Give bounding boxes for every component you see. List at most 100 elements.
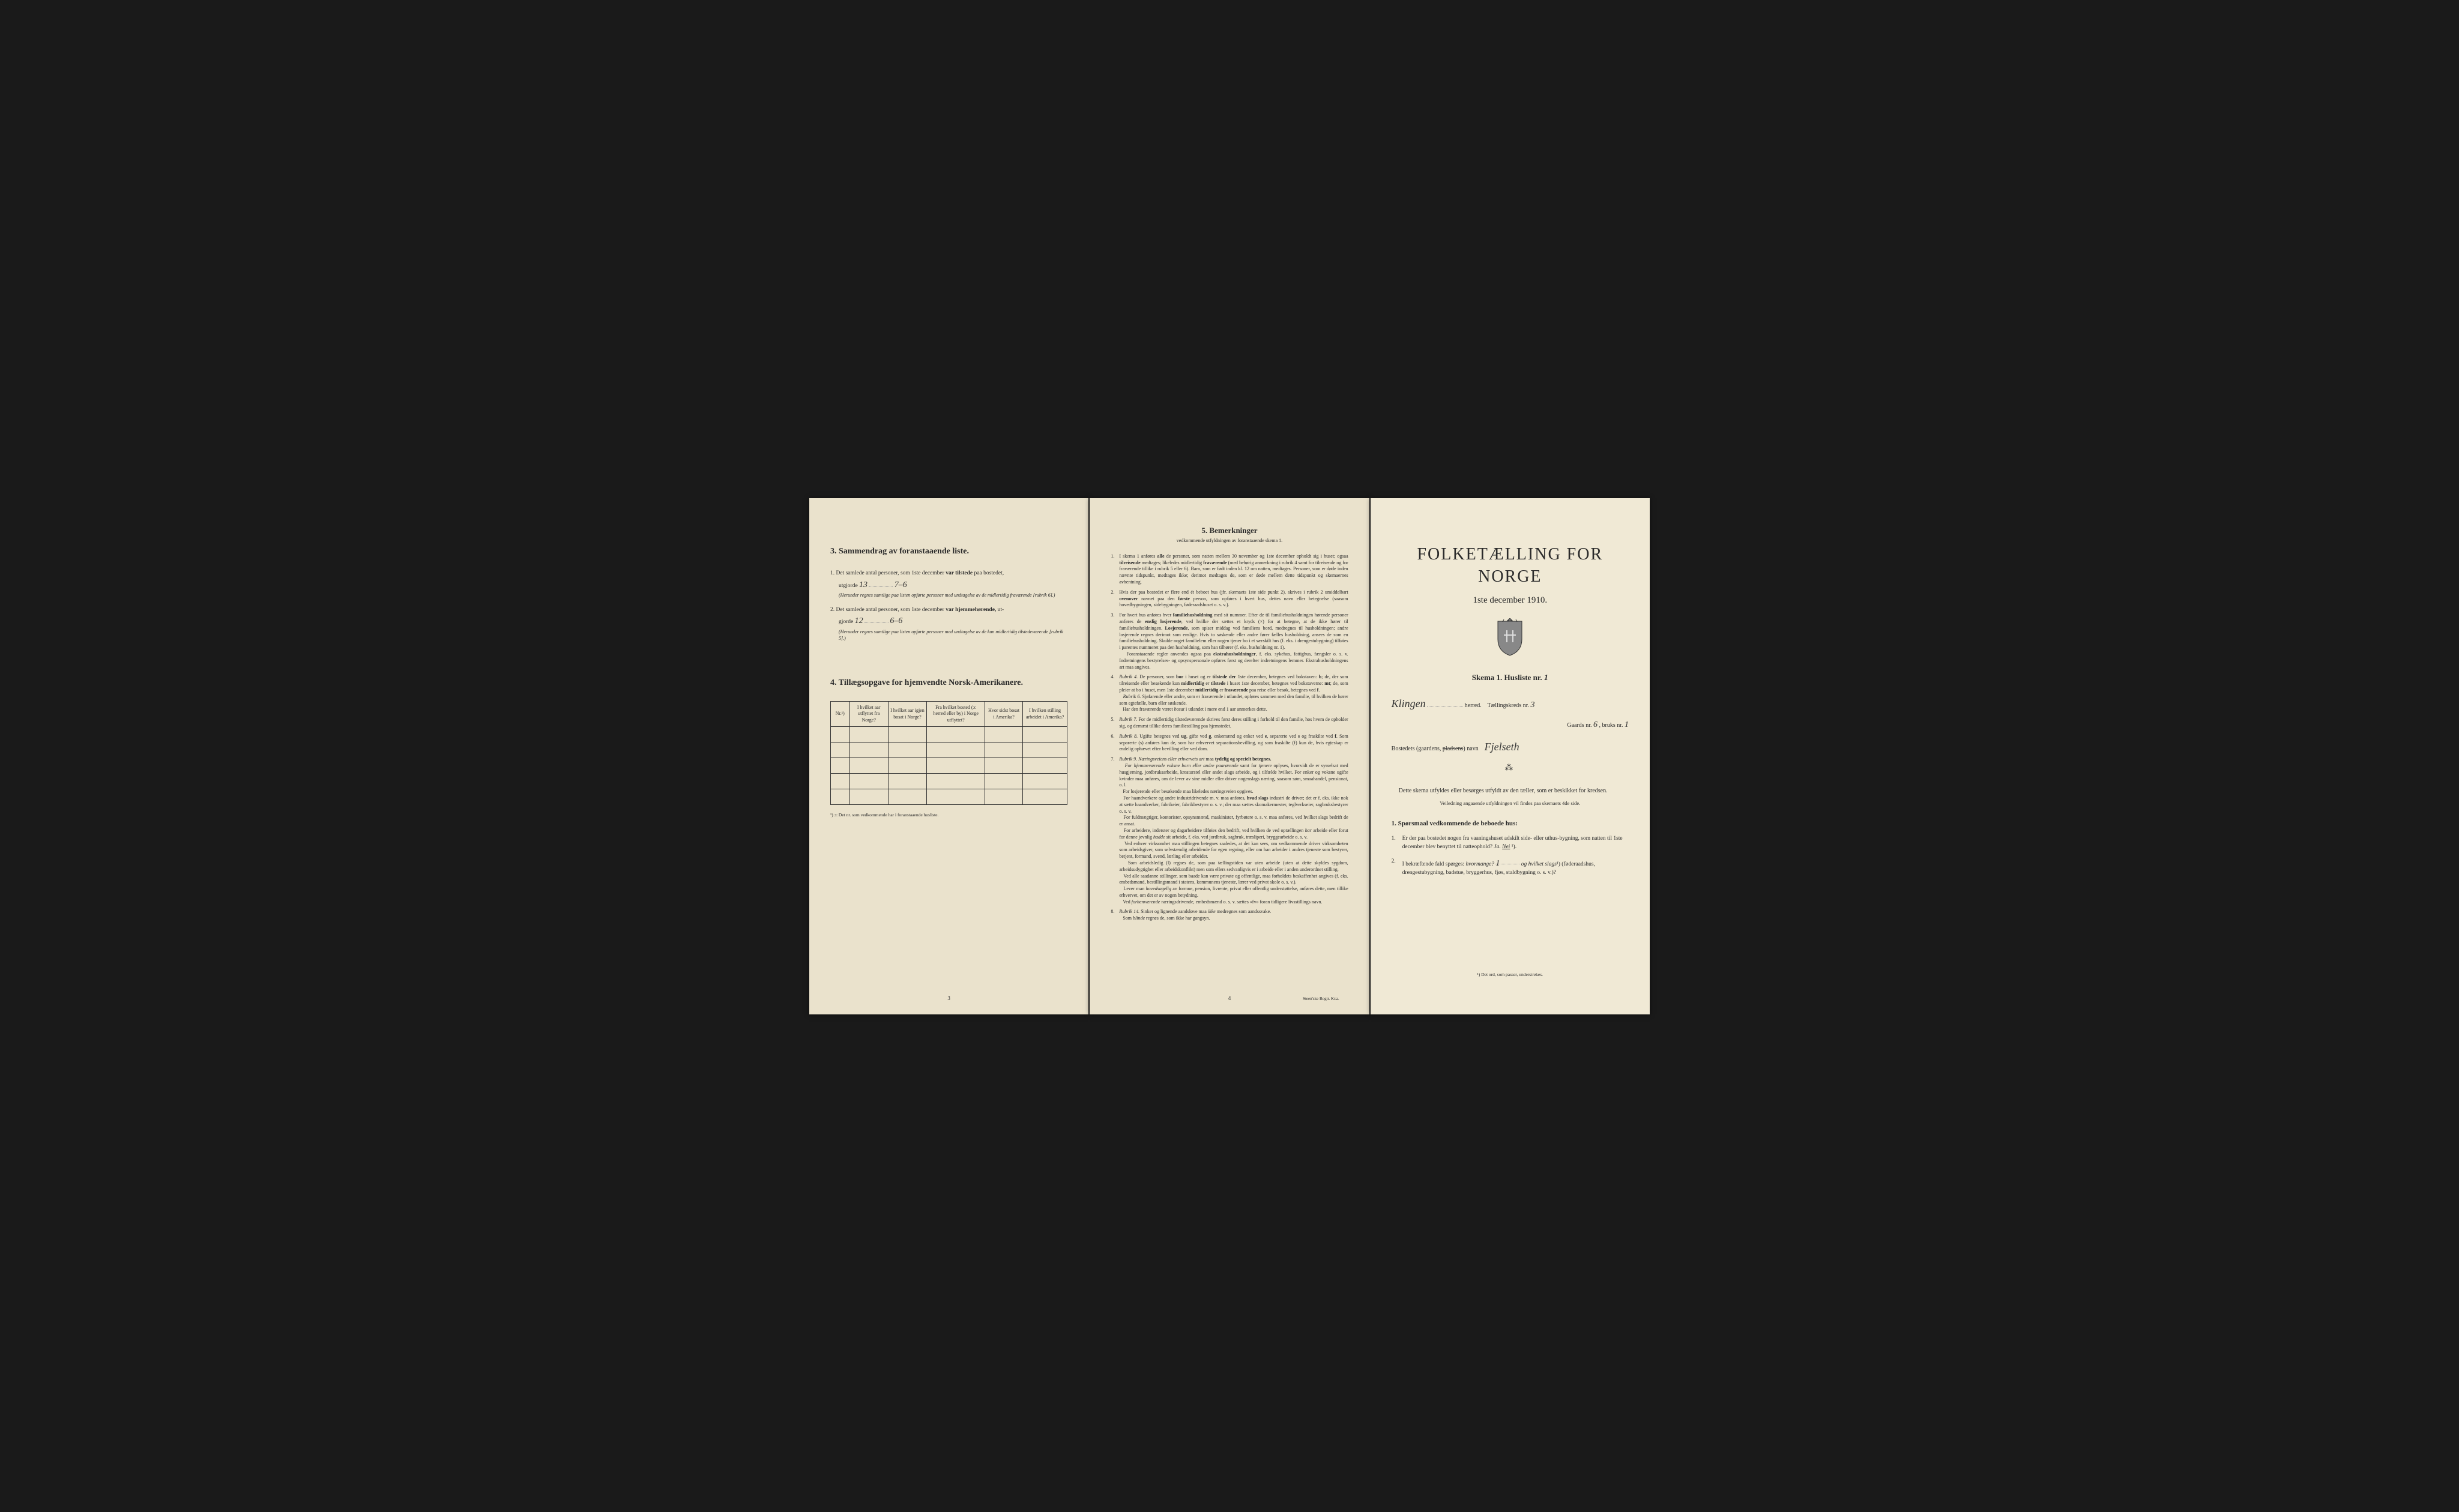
- page-3-summary: 3. Sammendrag av foranstaaende liste. 1.…: [809, 498, 1088, 1014]
- table-cell: [1022, 758, 1067, 774]
- table-cell: [888, 758, 926, 774]
- bosted-suffix: ) navn: [1463, 745, 1478, 752]
- census-title: FOLKETÆLLING FOR NORGE: [1392, 543, 1629, 589]
- section-4-title: 4. Tillægsopgave for hjemvendte Norsk-Am…: [830, 678, 1067, 689]
- table-cell: [1022, 742, 1067, 758]
- table-cell: [888, 742, 926, 758]
- page-4-remarks: 5. Bemerkninger vedkommende utfyldningen…: [1090, 498, 1369, 1014]
- page-title-cover: FOLKETÆLLING FOR NORGE 1ste december 191…: [1371, 498, 1650, 1014]
- question-1: Er der paa bostedet nogen fra vaaningshu…: [1392, 834, 1629, 852]
- table-cell: [1022, 789, 1067, 805]
- page-number: 4: [1228, 995, 1231, 1002]
- table-header: Fra hvilket bosted (ɔ: herred eller by) …: [927, 702, 985, 727]
- summary-1-suffix: paa bostedet,: [974, 570, 1004, 576]
- table-cell: [985, 758, 1023, 774]
- summary-2-val1: 12: [855, 616, 863, 625]
- table-cell: [831, 758, 850, 774]
- table-cell: [1022, 774, 1067, 789]
- skema-label: Skema 1. Husliste nr.: [1472, 673, 1542, 682]
- table-row: [831, 758, 1067, 774]
- table-cell: [831, 742, 850, 758]
- table-cell: [888, 727, 926, 742]
- summary-item-1: 1. Det samlede antal personer, som 1ste …: [830, 569, 1067, 598]
- table-cell: [888, 774, 926, 789]
- gaards-label: Gaards nr.: [1567, 722, 1592, 729]
- remark-item: Hvis der paa bostedet er flere end ét be…: [1111, 589, 1348, 609]
- remark-item: Rubrik 7. For de midlertidig tilstedevær…: [1111, 717, 1348, 730]
- remark-item: Rubrik 9. Næringsveiens eller erhvervets…: [1111, 756, 1348, 905]
- table-footnote: ¹) ɔ: Det nr. som vedkommende har i fora…: [830, 812, 1067, 818]
- summary-1-bold: var tilstede: [946, 570, 973, 576]
- summary-2-note: (Herunder regnes samtlige paa listen opf…: [839, 629, 1063, 641]
- table-row: [831, 789, 1067, 805]
- bosted-value: Fjelseth: [1485, 741, 1519, 753]
- remark-item: Rubrik 14. Sinker og lignende aandsløve …: [1111, 909, 1348, 922]
- three-page-spread: 3. Sammendrag av foranstaaende liste. 1.…: [809, 498, 1650, 1014]
- summary-1-val2: 7–6: [895, 580, 907, 589]
- herred-label: herred.: [1465, 702, 1482, 709]
- remark-item: Rubrik 8. Ugifte betegnes ved ug, gifte …: [1111, 733, 1348, 753]
- instruction-text: Dette skema utfyldes eller besørges utfy…: [1392, 786, 1629, 795]
- table-cell: [888, 789, 926, 805]
- summary-1-val1: 13: [859, 580, 867, 589]
- section-5-title: 5. Bemerkninger: [1111, 525, 1348, 536]
- table-row: [831, 727, 1067, 742]
- gaards-line: Gaards nr. 6 , bruks nr. 1: [1392, 720, 1629, 731]
- section-5-subtitle: vedkommende utfyldningen av foranstaaend…: [1111, 538, 1348, 544]
- gaards-value: 6: [1593, 720, 1598, 729]
- table-cell: [927, 758, 985, 774]
- summary-1-utgjorde: utgjorde: [839, 583, 858, 589]
- remark-item: I skema 1 anføres alle de personer, som …: [1111, 553, 1348, 586]
- herred-value: Klingen: [1392, 697, 1426, 709]
- table-cell: [831, 789, 850, 805]
- herred-line: Klingen herred. Tællingskreds nr. 3: [1392, 696, 1629, 711]
- summary-1-note: (Herunder regnes samtlige paa listen opf…: [839, 592, 1055, 598]
- page-number: 3: [947, 995, 950, 1002]
- table-cell: [927, 789, 985, 805]
- coat-of-arms-icon: [1495, 618, 1525, 657]
- summary-2-suffix: ut-: [998, 607, 1004, 613]
- table-row: [831, 774, 1067, 789]
- remarks-list: I skema 1 anføres alle de personer, som …: [1111, 553, 1348, 922]
- printer-credit: Steen'ske Bogtr. Kr.a.: [1303, 996, 1339, 1002]
- remark-item: Rubrik 4. De personer, som bor i huset o…: [1111, 674, 1348, 713]
- table-cell: [831, 774, 850, 789]
- bosted-struck: pladsens: [1443, 745, 1463, 752]
- table-cell: [1022, 727, 1067, 742]
- table-cell: [849, 789, 888, 805]
- summary-2-prefix: 2. Det samlede antal personer, som 1ste …: [830, 607, 944, 613]
- table-header: I hvilken stilling arbeidet i Amerika?: [1022, 702, 1067, 727]
- bruks-label: , bruks nr.: [1599, 722, 1623, 729]
- table-cell: [849, 758, 888, 774]
- table-header: I hvilket aar igjen bosat i Norge?: [888, 702, 926, 727]
- summary-2-bold: var hjemmehørende,: [946, 607, 996, 613]
- questions-list: Er der paa bostedet nogen fra vaaningshu…: [1392, 834, 1629, 878]
- instruction-sub: Veiledning angaaende utfyldningen vil fi…: [1392, 800, 1629, 807]
- census-date: 1ste december 1910.: [1392, 594, 1629, 606]
- skema-line: Skema 1. Husliste nr. 1: [1392, 672, 1629, 684]
- table-cell: [849, 742, 888, 758]
- table-cell: [849, 727, 888, 742]
- table-header: Hvor sidst bosat i Amerika?: [985, 702, 1023, 727]
- table-cell: [985, 742, 1023, 758]
- summary-2-gjorde: gjorde: [839, 619, 853, 625]
- table-cell: [985, 727, 1023, 742]
- tkreds-value: 3: [1530, 700, 1534, 709]
- table-cell: [927, 727, 985, 742]
- questions-header: 1. Spørsmaal vedkommende de beboede hus:: [1392, 819, 1629, 828]
- bruks-value: 1: [1625, 720, 1629, 729]
- table-header: I hvilket aar utflyttet fra Norge?: [849, 702, 888, 727]
- skema-value: 1: [1544, 673, 1548, 682]
- section-3-title: 3. Sammendrag av foranstaaende liste.: [830, 546, 1067, 558]
- table-cell: [927, 774, 985, 789]
- bosted-label: Bostedets (gaardens,: [1392, 745, 1443, 752]
- summary-2-val2: 6–6: [890, 616, 902, 625]
- table-row: [831, 742, 1067, 758]
- table-cell: [831, 727, 850, 742]
- bosted-line: Bostedets (gaardens, pladsens) navn Fjel…: [1392, 739, 1629, 754]
- summary-item-2: 2. Det samlede antal personer, som 1ste …: [830, 606, 1067, 642]
- table-cell: [985, 789, 1023, 805]
- page3-footnote: ¹) Det ord, som passer, understrekes.: [1477, 972, 1543, 978]
- table-cell: [849, 774, 888, 789]
- question-2: I bekræftende fald spørges: hvormange? 1…: [1392, 857, 1629, 878]
